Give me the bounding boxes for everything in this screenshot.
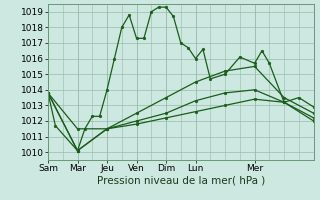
X-axis label: Pression niveau de la mer( hPa ): Pression niveau de la mer( hPa ) (97, 176, 265, 186)
